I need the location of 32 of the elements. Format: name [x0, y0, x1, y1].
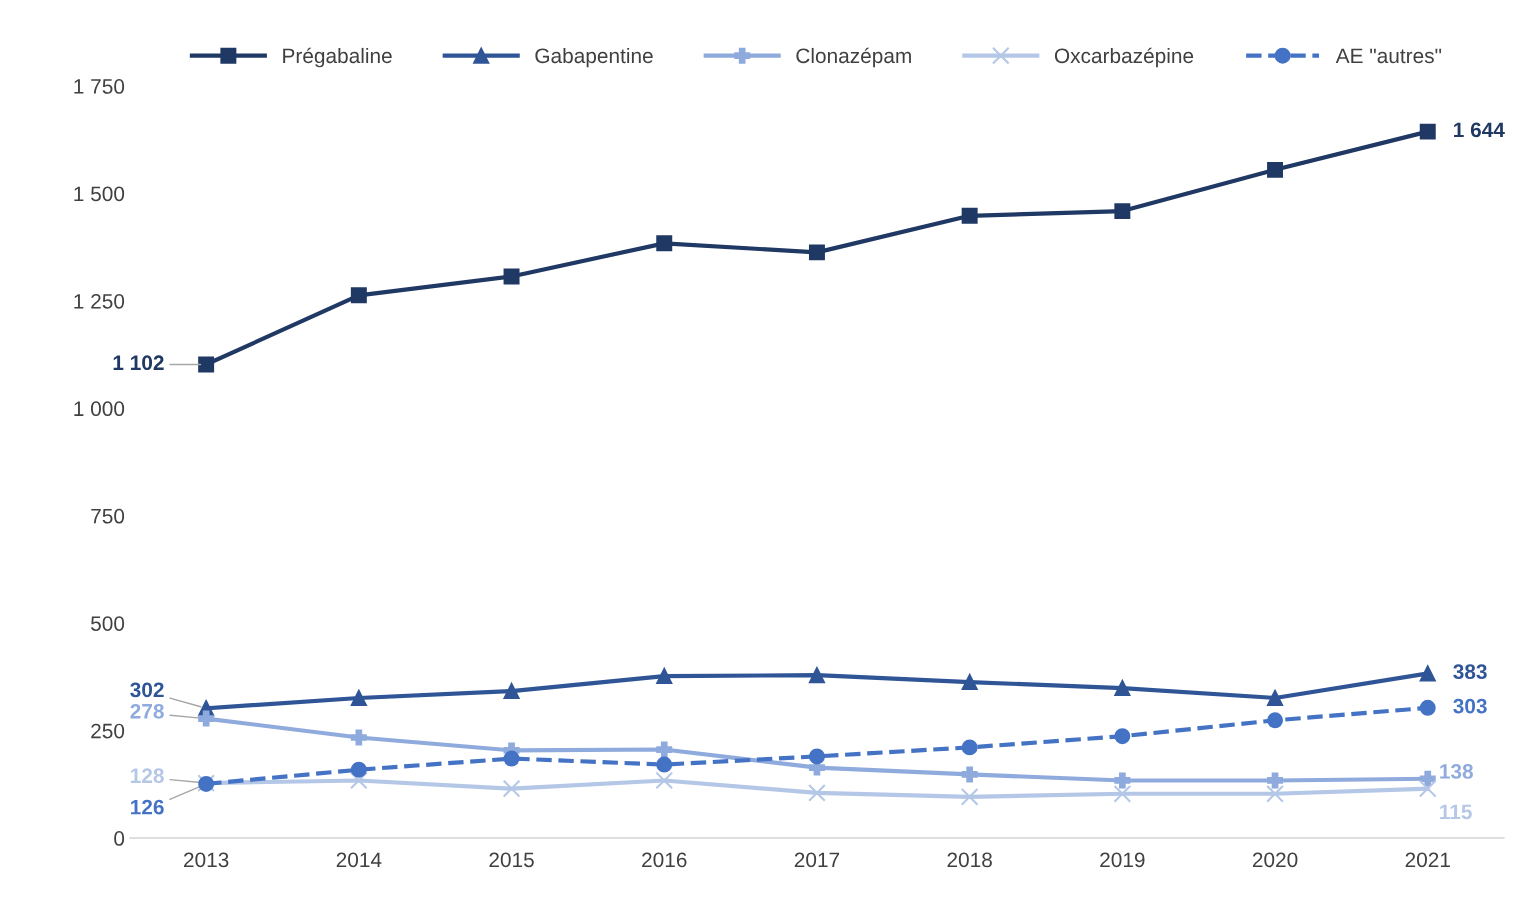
x-tick-label: 2019: [1100, 852, 1145, 868]
data-label: 278: [130, 703, 164, 719]
data-label: 138: [1440, 764, 1473, 779]
data-label: 115: [1440, 804, 1472, 820]
y-tick-label: 1 750: [74, 79, 125, 94]
data-label: 303: [1453, 698, 1487, 714]
data-label: 1 644: [1454, 122, 1505, 138]
y-tick-label: 250: [91, 723, 125, 739]
y-tick-label: 1 500: [74, 186, 125, 202]
y-tick-label: 500: [91, 616, 125, 631]
x-tick-label: 2018: [947, 852, 992, 868]
data-label: 128: [131, 768, 164, 784]
legend-label: Clonazépam: [796, 47, 911, 68]
x-tick-label: 2014: [336, 852, 382, 868]
x-tick-label: 2021: [1405, 852, 1450, 868]
x-tick-label: 2016: [642, 852, 687, 868]
y-tick-label: 0: [114, 831, 125, 846]
x-tick-label: 2020: [1252, 852, 1298, 868]
y-tick-label: 1 000: [74, 401, 125, 417]
legend-label: AE "autres": [1335, 48, 1442, 64]
data-label: 1 102: [113, 355, 164, 371]
y-tick-label: 750: [91, 508, 125, 524]
x-tick-label: 2017: [794, 852, 840, 868]
data-label: 126: [131, 799, 164, 815]
x-tick-label: 2013: [184, 852, 229, 868]
y-tick-label: 1 250: [74, 293, 125, 309]
legend-label: Gabapentine: [535, 47, 653, 68]
legend-label: Prégabaline: [283, 47, 392, 68]
x-tick-label: 2015: [489, 852, 534, 868]
legend-label: Oxcarbazépine: [1054, 47, 1194, 68]
data-label: 383: [1453, 664, 1487, 680]
data-label: 302: [130, 682, 164, 698]
